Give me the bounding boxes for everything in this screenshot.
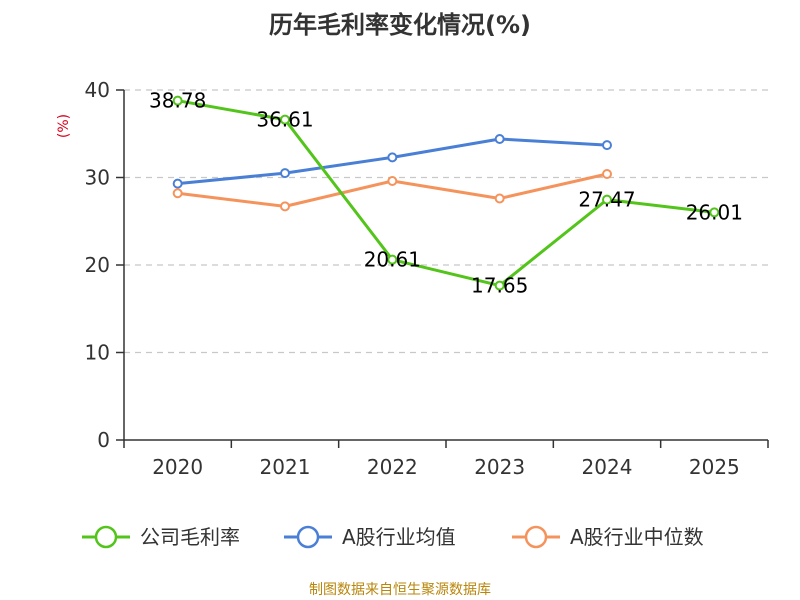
y-tick-label: 40 xyxy=(85,78,110,102)
data-point xyxy=(172,178,183,189)
data-point xyxy=(602,140,612,151)
data-point xyxy=(602,169,612,179)
data-point xyxy=(280,114,290,125)
x-tick-label: 2025 xyxy=(689,455,740,479)
data-label: 38.78 xyxy=(149,89,206,113)
axes: 0 10 20 30 40 2020 2021 2022 2023 2024 2025 xyxy=(85,78,769,479)
y-axis-label: (%) xyxy=(56,114,72,138)
x-tick-label: 2020 xyxy=(152,455,203,479)
x-tick-label: 2022 xyxy=(367,455,418,479)
data-label: 27.47 xyxy=(578,188,635,212)
series-lines xyxy=(172,95,720,291)
data-point xyxy=(709,207,720,218)
grid-lines xyxy=(124,89,768,354)
y-tick-label: 10 xyxy=(85,341,110,365)
data-label: 26.01 xyxy=(686,200,743,224)
data-point xyxy=(280,201,290,212)
data-labels: 38.78 36.61 20.61 17.65 27.47 26.01 xyxy=(149,89,743,298)
source-note: 制图数据来自恒生聚源数据库 xyxy=(309,582,491,598)
data-point xyxy=(172,95,183,106)
legend-label: A股行业均值 xyxy=(342,525,456,549)
data-point xyxy=(602,194,612,205)
series-line xyxy=(177,99,715,288)
data-point xyxy=(494,134,505,144)
legend-label: A股行业中位数 xyxy=(570,525,704,549)
x-tick-label: 2024 xyxy=(582,455,633,479)
x-tick-label: 2023 xyxy=(474,455,525,479)
legend: 公司毛利率 A股行业均值 A股行业中位数 xyxy=(82,525,704,549)
y-tick-label: 0 xyxy=(97,428,110,452)
data-label: 36.61 xyxy=(256,108,313,132)
data-label: 17.65 xyxy=(471,274,528,298)
y-tick-label: 30 xyxy=(85,166,110,190)
data-point xyxy=(494,280,505,291)
data-point xyxy=(387,176,398,186)
legend-marker xyxy=(524,525,548,549)
data-label: 20.61 xyxy=(364,248,421,272)
chart-title: 历年毛利率变化情况(%) xyxy=(269,11,531,39)
data-point xyxy=(387,254,398,265)
data-point xyxy=(387,152,398,163)
x-tick-label: 2021 xyxy=(260,455,311,479)
y-tick-label: 20 xyxy=(85,253,110,277)
data-point xyxy=(280,168,290,179)
data-point xyxy=(172,188,183,199)
legend-marker xyxy=(94,525,118,549)
legend-label: 公司毛利率 xyxy=(140,525,240,549)
data-point xyxy=(494,193,505,204)
legend-marker xyxy=(296,525,320,549)
